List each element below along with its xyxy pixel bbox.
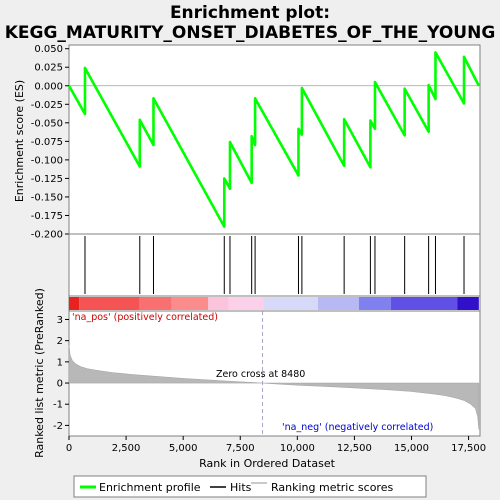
ranked-ytick-label: 3	[57, 315, 63, 326]
ranking-metric-area	[68, 344, 480, 430]
hits-series	[84, 236, 465, 294]
es-panel-frame	[68, 44, 481, 235]
x-axis-label: Rank in Ordered Dataset	[199, 457, 336, 470]
neg-correlated-label: 'na_neg' (negatively correlated)	[282, 422, 433, 433]
chart-title-line1: Enrichment plot:	[170, 3, 330, 23]
legend-box	[73, 475, 427, 498]
ranked-heatmap	[69, 297, 479, 310]
x-tick-label: 15,000	[394, 443, 429, 454]
zero-cross-label: Zero cross at 8480	[216, 369, 305, 380]
hits-panel-frame	[68, 233, 481, 297]
x-tick-label: 12,500	[337, 443, 372, 454]
heatmap-segment	[139, 297, 172, 310]
es-ytick-label: -0.025	[31, 100, 63, 111]
es-ytick-label: -0.125	[31, 174, 63, 185]
ranked-panel-frame	[68, 310, 481, 437]
ranked-ytick-label: 1	[57, 357, 63, 368]
ranked-y-axis-label: Ranked list metric (PreRanked)	[33, 288, 46, 458]
heatmap-segment	[317, 297, 359, 310]
ranked-ytick-label: -2	[53, 421, 63, 432]
es-ytick-label: -0.200	[31, 230, 63, 241]
heatmap-segment	[390, 297, 458, 310]
heatmap-segment	[69, 297, 80, 310]
enrichment-profile-series	[67, 51, 481, 228]
heatmap-segment	[358, 297, 391, 310]
x-tick-label: 2,500	[112, 443, 141, 454]
x-axis: 0 2,500 5,000 7,500 10,000 12,500 15,000 17,500	[66, 436, 486, 454]
heatmap-segment	[457, 297, 479, 310]
legend-enrichment-profile-label: Enrichment profile	[99, 481, 201, 494]
es-y-axis: 0.050 0.025 0.000 -0.025 -0.050 -0.075 -0.100 -…	[31, 44, 69, 241]
heatmap-segment	[171, 297, 209, 310]
x-tick-label: 5,000	[169, 443, 198, 454]
es-ytick-label: -0.150	[31, 192, 63, 203]
es-ytick-label: -0.100	[31, 155, 63, 166]
x-tick-label: 17,500	[451, 443, 486, 454]
legend-ranking-metric-label: Ranking metric scores	[271, 481, 393, 494]
es-ytick-label: -0.175	[31, 211, 63, 222]
es-ytick-label: -0.075	[31, 137, 63, 148]
ranked-y-axis: 3 2 1 0 -1 -2	[53, 315, 69, 432]
es-ytick-label: 0.000	[34, 81, 63, 92]
heatmap-segment	[79, 297, 140, 310]
x-tick-label: 10,000	[280, 443, 315, 454]
ranking-metric-series	[68, 311, 480, 436]
ranked-ytick-label: 2	[57, 336, 63, 347]
es-ytick-label: -0.050	[31, 118, 63, 129]
es-ytick-label: 0.025	[34, 63, 63, 74]
ranked-ytick-label: 0	[57, 379, 63, 390]
heatmap-segment	[208, 297, 229, 310]
legend-hits-label: Hits	[230, 481, 252, 494]
x-tick-label: 0	[66, 443, 72, 454]
pos-correlated-label: 'na_pos' (positively correlated)	[72, 312, 218, 323]
chart-title-line2: KEGG_MATURITY_ONSET_DIABETES_OF_THE_YOUN…	[5, 23, 496, 43]
es-ytick-label: 0.050	[34, 44, 63, 55]
x-tick-label: 7,500	[226, 443, 255, 454]
enrichment-profile-line	[67, 51, 481, 228]
es-y-axis-label: Enrichment score (ES)	[13, 80, 26, 202]
heatmap-segment	[263, 297, 318, 310]
heatmap-segment	[228, 297, 264, 310]
ranked-ytick-label: -1	[53, 400, 63, 411]
